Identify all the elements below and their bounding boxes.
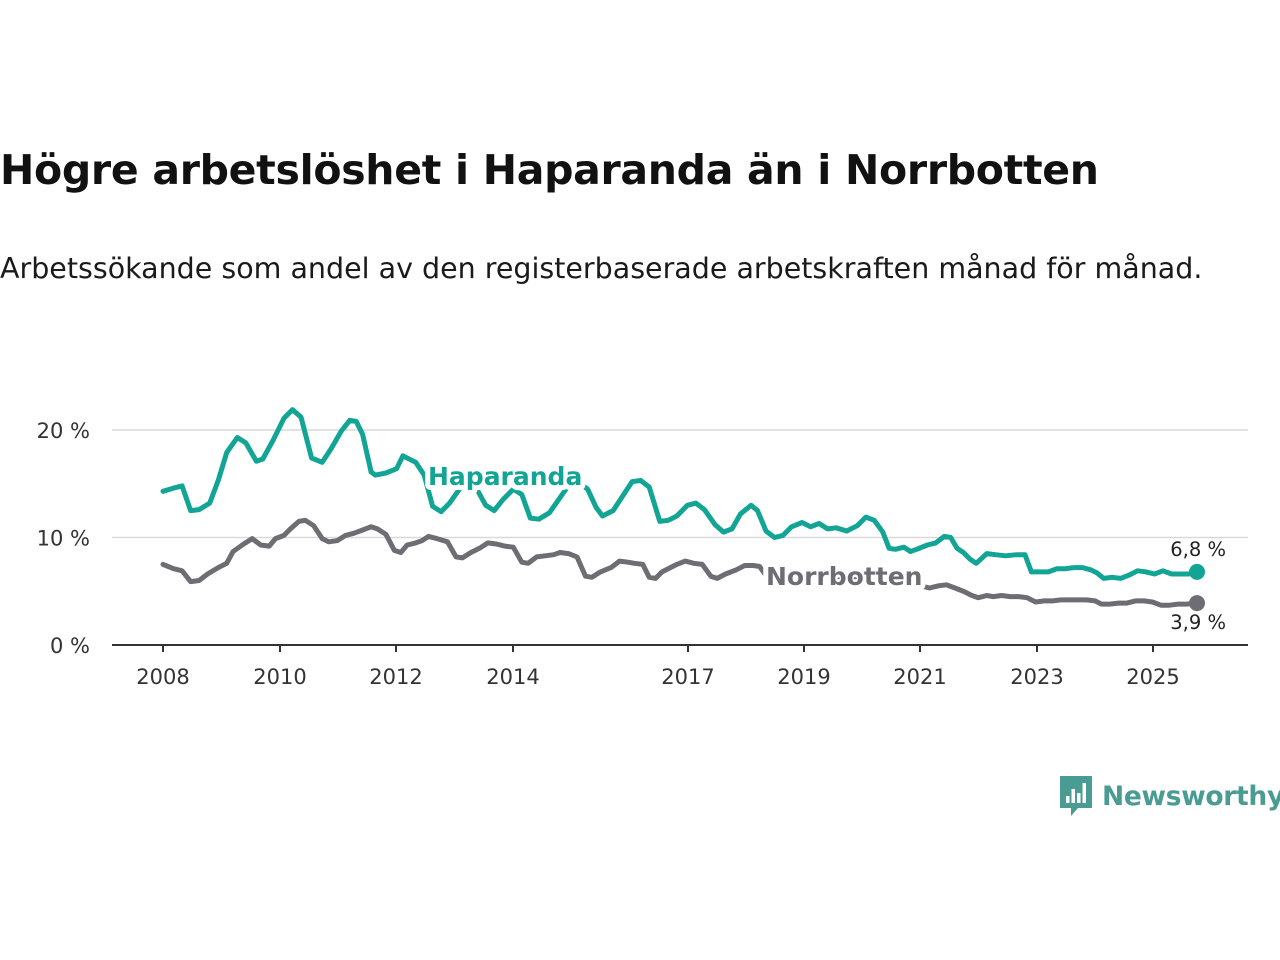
x-tick-label: 2019 <box>777 665 830 689</box>
x-tick-label: 2008 <box>136 665 189 689</box>
x-tick-label: 2023 <box>1010 665 1063 689</box>
x-tick-label: 2012 <box>369 665 422 689</box>
series-end-dot-haparanda <box>1189 563 1205 580</box>
x-tick-label: 2010 <box>253 665 306 689</box>
newsworthy-logo-icon <box>1060 776 1092 816</box>
series-label-haparanda: Haparanda <box>428 462 582 491</box>
chart-title: Högre arbetslöshet i Haparanda än i Norr… <box>0 146 1099 194</box>
grid-lines <box>112 429 1248 539</box>
x-axis-ticks: 2008 2010 2012 2014 2017 2019 2021 2023 2025 <box>136 645 1180 689</box>
series-end-dot-norrbotten <box>1189 595 1205 612</box>
brand-name: Newsworthy <box>1102 780 1280 812</box>
series-line-haparanda <box>160 407 1200 581</box>
y-tick-label: 20 % <box>37 419 90 443</box>
x-tick-label: 2017 <box>661 665 714 689</box>
series-labels: 6,8 % 3,9 % Haparanda Norrbotten <box>423 457 1226 634</box>
x-tick-label: 2025 <box>1126 665 1179 689</box>
end-value-label: 6,8 % <box>1170 538 1226 561</box>
x-tick-label: 2021 <box>893 665 946 689</box>
series-label-norrbotten: Norrbotten <box>766 562 922 591</box>
y-tick-label: 10 % <box>37 527 90 551</box>
y-axis-ticks: 0 % 10 % 20 % <box>37 419 90 658</box>
end-value-label: 3,9 % <box>1170 611 1226 634</box>
chart-subtitle: Arbetssökande som andel av den registerb… <box>0 252 1203 285</box>
x-tick-label: 2014 <box>486 665 539 689</box>
newsworthy-logo[interactable]: Newsworthy <box>1058 774 1280 818</box>
y-tick-label: 0 % <box>50 634 90 658</box>
series-line-norrbotten <box>160 517 1200 608</box>
series-layer <box>160 407 1205 612</box>
